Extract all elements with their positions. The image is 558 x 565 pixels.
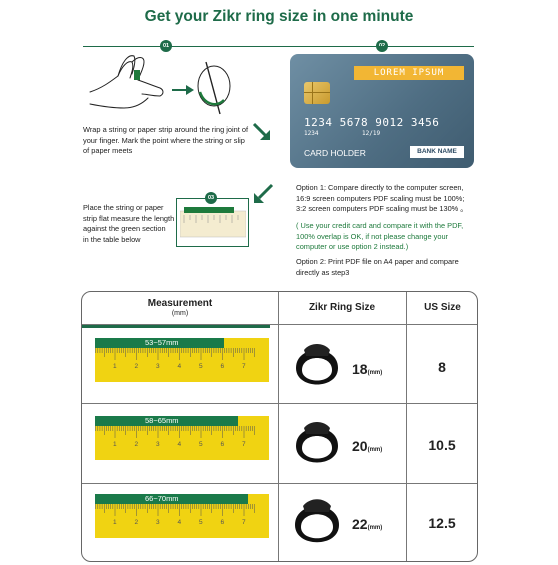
ruler: 58~65mm 1 2 3 4 5 6 7 <box>95 416 269 460</box>
string-mark <box>134 70 140 80</box>
card-holder: CARD HOLDER <box>304 148 366 158</box>
ruler-number: 5 <box>199 441 203 448</box>
us-size-header: US Size <box>424 302 461 313</box>
step-3-frame-left <box>176 198 177 246</box>
step-2-line <box>290 46 474 47</box>
ruler-ticks <box>95 426 255 438</box>
card-small-number: 1234 <box>304 130 319 137</box>
step-3-badge: 03 <box>205 192 217 204</box>
ruler-number: 6 <box>220 441 225 448</box>
ruler-number: 1 <box>113 441 117 448</box>
ring-size-value: 22(mm) <box>352 516 383 532</box>
ring-20-icon <box>296 422 338 463</box>
ruler-ticks <box>95 504 255 516</box>
ruler-ticks <box>95 348 255 360</box>
ring-18-icon <box>296 344 338 385</box>
bank-name: BANK NAME <box>410 146 464 158</box>
step-3-frame-bottom <box>176 246 249 247</box>
card-expiry: 12/19 <box>362 130 381 137</box>
ruler-number: 3 <box>156 519 160 526</box>
step-3-text: Place the string or paper strip flat mea… <box>83 203 175 244</box>
credit-card-illustration: LOREM IPSUM 1234 5678 9012 3456 1234 12/… <box>290 54 474 168</box>
ruler-number: 6 <box>220 519 225 526</box>
ruler-number: 2 <box>134 519 139 526</box>
us-size-value: 8 <box>438 359 446 375</box>
card-chip-icon <box>304 82 330 104</box>
ruler-number: 1 <box>113 363 117 370</box>
ruler-number: 3 <box>156 441 160 448</box>
ruler-number: 2 <box>134 363 139 370</box>
header-green-band <box>82 324 270 328</box>
ruler-number: 5 <box>199 519 203 526</box>
card-banner: LOREM IPSUM <box>354 66 464 80</box>
row-divider-1 <box>82 403 477 404</box>
ring-size-value: 20(mm) <box>352 438 383 454</box>
ruler-number: 4 <box>177 363 182 370</box>
measurement-band: 58~65mm <box>95 416 238 426</box>
measurement-unit: (mm) <box>171 310 189 317</box>
page-title: Get your Zikr ring size in one minute <box>144 8 414 25</box>
ruler-number: 7 <box>242 363 246 370</box>
row-divider-2 <box>82 483 477 484</box>
column-divider-1 <box>278 292 279 561</box>
measurement-band: 66~70mm <box>95 494 249 504</box>
ruler-number: 7 <box>242 519 246 526</box>
ring-size-value: 18(mm) <box>352 361 383 377</box>
step-1-line <box>83 46 323 47</box>
ruler-number: 2 <box>134 441 139 448</box>
step-1-badge: 01 <box>160 40 172 52</box>
ruler: 66~70mm 1 2 3 4 5 6 7 <box>95 494 269 538</box>
step-3-frame-right <box>248 198 249 246</box>
measurement-band: 53~57mm <box>95 338 224 348</box>
option-2-text: Option 2: Print PDF file on A4 paper and… <box>296 257 459 277</box>
ruler: 53~57mm 1 2 3 4 5 6 7 <box>95 338 269 382</box>
ruler-number: 7 <box>242 441 246 448</box>
ruler-number: 1 <box>113 519 117 526</box>
ruler-number: 4 <box>177 519 182 526</box>
card-number: 1234 5678 9012 3456 <box>304 116 440 129</box>
measurement-header: Measurement (mm) <box>82 292 278 324</box>
arrow-down-right-icon <box>252 122 270 140</box>
option-1-note: ( Use your credit card and compare it wi… <box>296 221 464 251</box>
ruler-number: 6 <box>220 363 225 370</box>
size-table: Measurement (mm) Zikr Ring Size US Size … <box>81 291 478 562</box>
option-1-text: Option 1: Compare directly to the comput… <box>296 183 468 213</box>
us-size-value: 12.5 <box>428 515 456 531</box>
column-divider-2 <box>406 292 407 561</box>
ruler-number: 5 <box>199 363 203 370</box>
ring-size-header: Zikr Ring Size <box>308 302 376 313</box>
header-divider <box>82 324 477 325</box>
step-1-text: Wrap a string or paper strip around the … <box>83 125 249 155</box>
ruler-number: 3 <box>156 363 160 370</box>
ruler-number: 4 <box>177 441 182 448</box>
ring-22-icon <box>295 499 339 543</box>
mini-ruler-illustration <box>180 207 246 238</box>
arrow-down-left-icon <box>254 183 274 203</box>
finger-wrap-illustration <box>89 55 231 115</box>
us-size-value: 10.5 <box>428 437 456 453</box>
